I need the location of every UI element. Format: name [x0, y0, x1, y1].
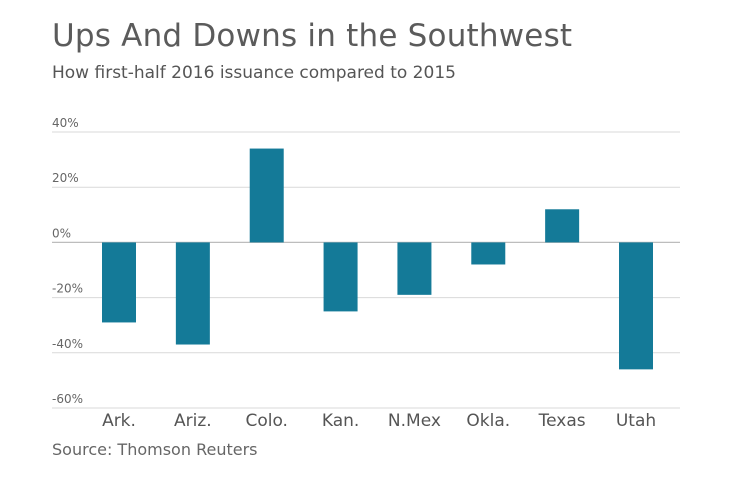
label-layer: 40% 20% 0% -20% -40% -60% Ark. Ariz. Colo. Kan. N.…	[52, 116, 656, 431]
bar-nmex	[397, 242, 432, 295]
bar-ariz	[175, 242, 210, 345]
x-tick-label: Okla.	[466, 411, 510, 431]
x-tick-label: Kan.	[322, 411, 359, 431]
y-tick-label: -60%	[52, 392, 83, 406]
y-tick-label: 20%	[52, 171, 79, 185]
source-note: Source: Thomson Reuters	[52, 440, 258, 459]
chart-subtitle: How first-half 2016 issuance compared to…	[52, 63, 456, 83]
bar-layer	[102, 148, 653, 370]
y-tick-label: 40%	[52, 116, 79, 130]
x-tick-label: N.Mex	[388, 411, 441, 431]
grid-layer	[52, 131, 680, 409]
x-tick-label: Texas	[538, 411, 586, 431]
chart-title: Ups And Downs in the Southwest	[52, 18, 573, 54]
y-tick-label: -40%	[52, 337, 83, 351]
bar-okla	[471, 242, 506, 265]
bar-ark	[102, 242, 136, 323]
bar-utah	[619, 242, 653, 370]
x-tick-label: Utah	[616, 411, 656, 431]
x-tick-label: Colo.	[245, 411, 288, 431]
x-tick-label: Ark.	[102, 411, 136, 431]
bar-kan	[323, 242, 358, 312]
bar-colo	[249, 148, 284, 243]
y-tick-label: -20%	[52, 282, 83, 296]
y-tick-label: 0%	[52, 226, 71, 240]
bar-texas	[545, 209, 580, 243]
x-tick-label: Ariz.	[174, 411, 212, 431]
